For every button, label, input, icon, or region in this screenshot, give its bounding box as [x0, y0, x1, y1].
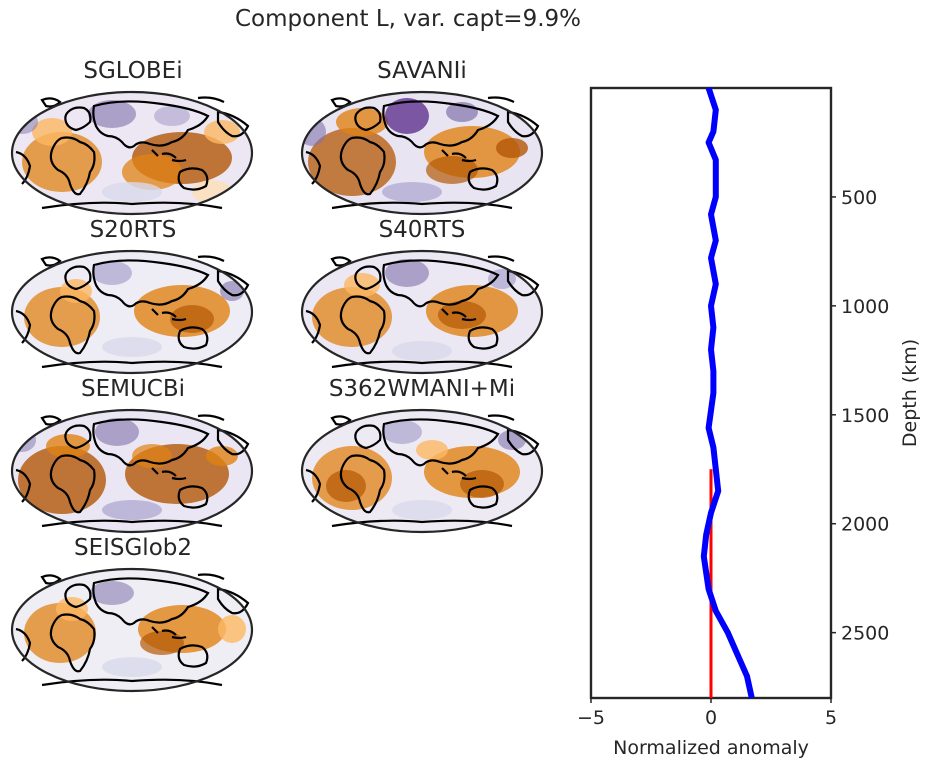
x-tick-label: −5	[577, 707, 605, 729]
figure-title: Component L, var. capt=9.9%	[234, 6, 581, 32]
map-title-s40rts: S40RTS	[378, 217, 466, 243]
blue-profile-line	[700, 87, 755, 699]
x-tick-label: 5	[825, 707, 837, 729]
map-outline	[10, 408, 254, 534]
depth-profile-chart: 500 1000 1500 2000 2500 −5 0 5 Normalized anom…	[577, 86, 921, 759]
map-outline	[300, 408, 544, 534]
y-tick-label: 2000	[841, 514, 889, 536]
map-outline	[10, 567, 254, 693]
y-tick-label: 1500	[841, 405, 889, 427]
y-axis-label: Depth (km)	[899, 339, 921, 447]
y-tick-label: 500	[841, 187, 877, 209]
map-sglobei	[10, 90, 254, 216]
map-title-sglobei: SGLOBEi	[83, 58, 183, 84]
x-tick-label: 0	[705, 707, 717, 729]
map-title-semucbi: SEMUCBi	[80, 376, 186, 402]
map-title-s362wmani: S362WMANI+Mi	[328, 376, 516, 402]
map-title-savanii: SAVANIi	[377, 58, 467, 84]
map-title-s20rts: S20RTS	[89, 217, 177, 243]
x-axis-label: Normalized anomaly	[613, 737, 809, 759]
map-seisglob2	[10, 567, 254, 693]
y-tick-label: 1000	[841, 296, 889, 318]
map-s362wmani	[300, 408, 544, 534]
y-tick-label: 2500	[841, 623, 889, 645]
map-outline	[300, 249, 544, 375]
map-outline	[10, 90, 254, 216]
map-semucbi	[10, 408, 254, 534]
map-s40rts	[300, 249, 544, 375]
map-outline	[300, 90, 544, 216]
map-title-seisglob2: SEISGlob2	[73, 535, 193, 561]
map-savanii	[300, 90, 544, 216]
map-outline	[10, 249, 254, 375]
map-s20rts	[10, 249, 254, 375]
